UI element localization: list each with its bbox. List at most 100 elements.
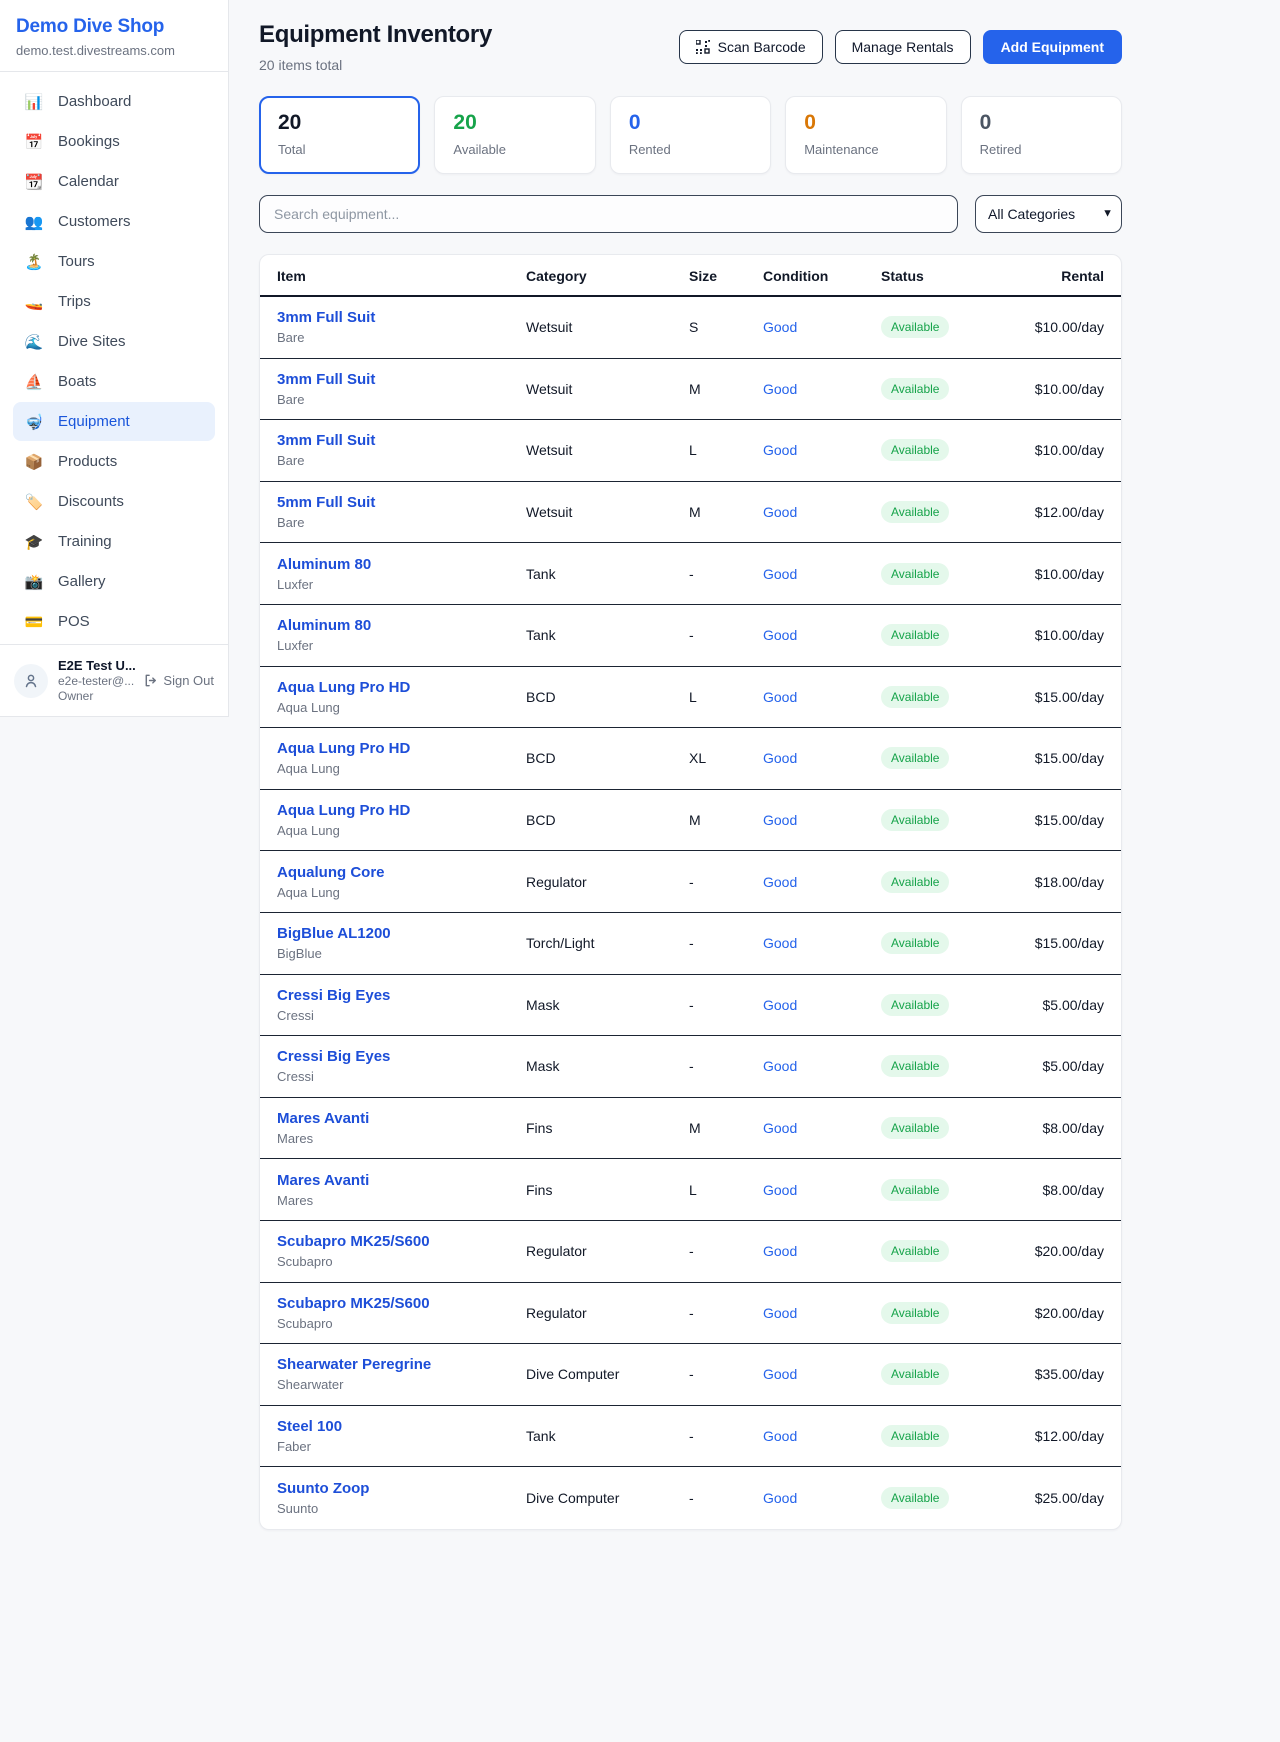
item-name-link[interactable]: 3mm Full Suit (277, 309, 376, 327)
stat-card-available[interactable]: 20 Available (434, 96, 596, 174)
item-name-link[interactable]: BigBlue AL1200 (277, 925, 391, 943)
status-cell: Available (881, 685, 1029, 708)
item-condition-link[interactable]: Good (763, 1490, 798, 1507)
item-name-link[interactable]: Scubapro MK25/S600 (277, 1233, 430, 1251)
stat-card-retired[interactable]: 0 Retired (960, 96, 1123, 174)
item-condition-link[interactable]: Good (763, 1120, 798, 1137)
add-equipment-button[interactable]: Add Equipment (982, 30, 1122, 64)
item-condition-link[interactable]: Good (763, 1304, 798, 1321)
item-name-link[interactable]: Cressi Big Eyes (277, 986, 391, 1004)
item-name-link[interactable]: 3mm Full Suit (277, 432, 376, 450)
item-name-link[interactable]: Scubapro MK25/S600 (277, 1294, 430, 1312)
item-condition-link[interactable]: Good (763, 1243, 798, 1260)
item-condition-link[interactable]: Good (763, 627, 798, 644)
sidebar-item-label: Dashboard (58, 93, 132, 110)
brand-title[interactable]: Demo Dive Shop (16, 16, 165, 37)
item-condition-link[interactable]: Good (763, 935, 798, 952)
column-header-status: Status (881, 268, 924, 284)
item-rental: $15.00/day (1034, 935, 1104, 952)
item-condition-link[interactable]: Good (763, 750, 798, 767)
item-brand: Mares (277, 1192, 314, 1208)
sidebar-item-bookings[interactable]: 📅 Bookings (13, 122, 215, 161)
item-name-link[interactable]: Shearwater Peregrine (277, 1356, 432, 1374)
item-condition-link[interactable]: Good (763, 319, 798, 336)
stat-card-rented[interactable]: 0 Rented (609, 96, 772, 174)
sidebar-item-trips[interactable]: 🚤 Trips (13, 282, 215, 321)
sidebar-item-discounts[interactable]: 🏷️ Discounts (13, 482, 215, 521)
item-condition-link[interactable]: Good (763, 504, 798, 521)
manage-rentals-button[interactable]: Manage Rentals (834, 30, 971, 64)
sidebar-item-equipment[interactable]: 🤿 Equipment (13, 402, 215, 441)
stat-value: 20 (278, 111, 302, 134)
dashboard-icon: 📊 (24, 93, 44, 111)
equipment-icon: 🤿 (24, 413, 44, 431)
search-input[interactable] (259, 195, 958, 233)
status-cell: Available (881, 377, 1029, 400)
item-cell: Shearwater Peregrine Shearwater (277, 1356, 526, 1392)
item-name-link[interactable]: Cressi Big Eyes (277, 1048, 391, 1066)
item-category: Regulator (526, 1304, 587, 1321)
stat-card-maintenance[interactable]: 0 Maintenance (785, 96, 947, 174)
page-title-block: Equipment Inventory 20 items total (259, 21, 492, 73)
sidebar-item-products[interactable]: 📦 Products (13, 442, 215, 481)
item-rental: $10.00/day (1034, 319, 1104, 336)
status-badge: Available (881, 1301, 950, 1324)
item-brand: Luxfer (277, 576, 314, 592)
item-name-link[interactable]: Aqua Lung Pro HD (277, 678, 411, 696)
item-condition-link[interactable]: Good (763, 873, 798, 890)
stat-card-total[interactable]: 20 Total (259, 96, 421, 174)
person-icon (25, 674, 37, 687)
sidebar-item-boats[interactable]: ⛵ Boats (13, 362, 215, 401)
item-brand: Aqua Lung (277, 699, 340, 715)
item-name-link[interactable]: 5mm Full Suit (277, 494, 376, 512)
item-rental: $20.00/day (1034, 1304, 1104, 1321)
item-rental: $8.00/day (1042, 1120, 1105, 1137)
item-condition-link[interactable]: Good (763, 1427, 798, 1444)
item-category: Dive Computer (526, 1366, 620, 1383)
item-name-link[interactable]: 3mm Full Suit (277, 370, 376, 388)
item-rental: $25.00/day (1034, 1490, 1104, 1507)
sidebar-item-dashboard[interactable]: 📊 Dashboard (13, 82, 215, 121)
item-category: Wetsuit (526, 442, 573, 459)
sidebar-item-training[interactable]: 🎓 Training (13, 522, 215, 561)
scan-barcode-button[interactable]: Scan Barcode (678, 30, 823, 64)
item-name-link[interactable]: Aluminum 80 (277, 555, 372, 573)
item-category: Wetsuit (526, 380, 573, 397)
sidebar-item-dive-sites[interactable]: 🌊 Dive Sites (13, 322, 215, 361)
item-condition-link[interactable]: Good (763, 380, 798, 397)
brand-domain: demo.test.divestreams.com (16, 43, 175, 58)
sidebar-item-label: Training (58, 533, 112, 550)
item-name-link[interactable]: Aluminum 80 (277, 617, 372, 635)
status-cell: Available (881, 1487, 1029, 1510)
category-select[interactable]: All Categories (975, 195, 1122, 233)
item-name-link[interactable]: Steel 100 (277, 1417, 343, 1435)
item-condition-link[interactable]: Good (763, 812, 798, 829)
sidebar-item-pos[interactable]: 💳 POS (13, 602, 215, 641)
item-cell: Scubapro MK25/S600 Scubapro (277, 1233, 526, 1269)
item-condition-link[interactable]: Good (763, 565, 798, 582)
table-row: Aqua Lung Pro HD Aqua Lung BCD M Good Av… (260, 790, 1121, 852)
table-row: Cressi Big Eyes Cressi Mask - Good Avail… (260, 975, 1121, 1037)
item-condition-link[interactable]: Good (763, 688, 798, 705)
item-name-link[interactable]: Suunto Zoop (277, 1480, 370, 1498)
item-condition-link[interactable]: Good (763, 442, 798, 459)
item-cell: Aqua Lung Pro HD Aqua Lung (277, 740, 526, 776)
item-condition-link[interactable]: Good (763, 1058, 798, 1075)
item-condition-link[interactable]: Good (763, 996, 798, 1013)
item-name-link[interactable]: Aqua Lung Pro HD (277, 802, 411, 820)
status-cell: Available (881, 316, 1029, 339)
item-name-link[interactable]: Aqualung Core (277, 863, 385, 881)
item-condition-link[interactable]: Good (763, 1181, 798, 1198)
sidebar-item-gallery[interactable]: 📸 Gallery (13, 562, 215, 601)
item-condition-link[interactable]: Good (763, 1366, 798, 1383)
sign-out-button[interactable]: Sign Out (143, 673, 214, 688)
sidebar-item-customers[interactable]: 👥 Customers (13, 202, 215, 241)
item-name-link[interactable]: Mares Avanti (277, 1171, 370, 1189)
sidebar-item-calendar[interactable]: 📆 Calendar (13, 162, 215, 201)
status-cell: Available (881, 1240, 1029, 1263)
item-brand: Bare (277, 453, 305, 469)
sidebar-item-tours[interactable]: 🏝️ Tours (13, 242, 215, 281)
item-name-link[interactable]: Aqua Lung Pro HD (277, 740, 411, 758)
item-name-link[interactable]: Mares Avanti (277, 1110, 370, 1128)
item-rental: $10.00/day (1034, 442, 1104, 459)
